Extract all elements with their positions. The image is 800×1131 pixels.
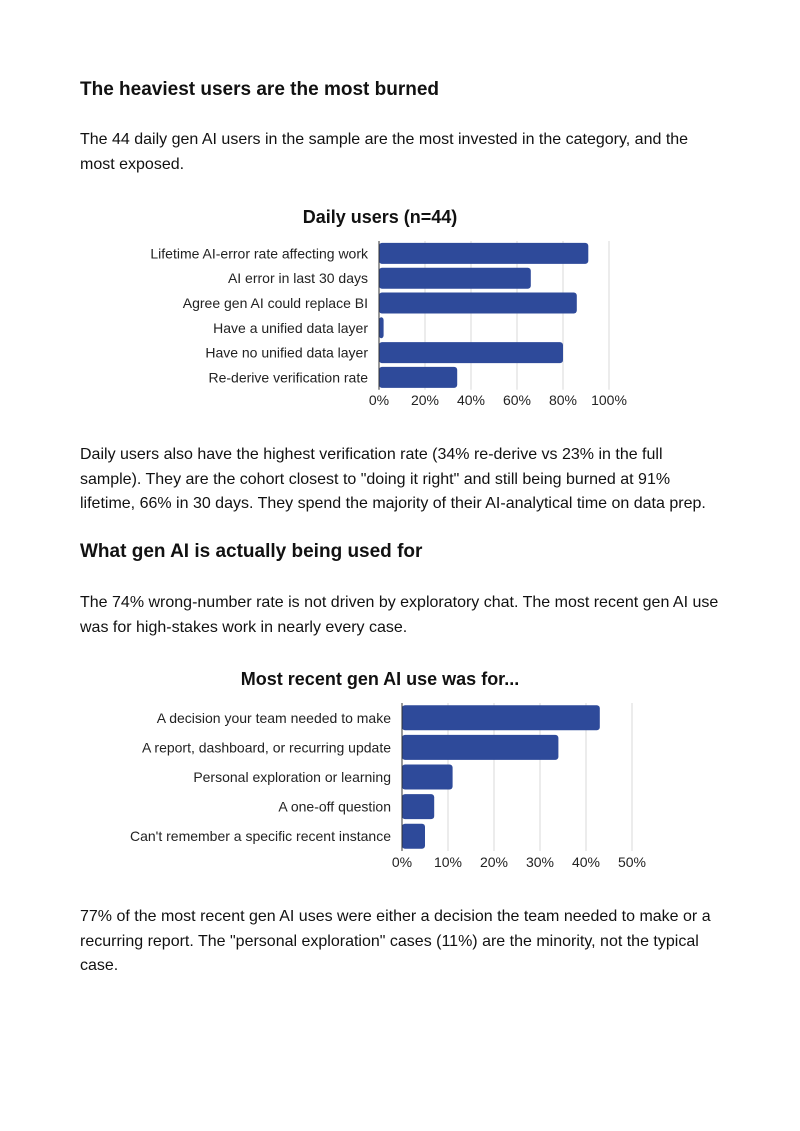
bar (379, 267, 531, 289)
section-intro-paragraph: The 44 daily gen AI users in the sample … (80, 131, 689, 173)
category-label: Agree gen AI could replace BI (183, 295, 368, 311)
x-tick-label: 20% (411, 392, 439, 408)
category-label: A decision your team needed to make (157, 710, 391, 726)
x-tick-label: 0% (392, 854, 412, 870)
x-tick-label: 0% (369, 392, 389, 408)
section-heading-heaviest-users: The heaviest users are the most burned (80, 79, 440, 100)
daily-users-paragraph: Daily users also have the highest verifi… (80, 446, 706, 512)
category-label: Have a unified data layer (213, 320, 368, 336)
bar (402, 823, 425, 849)
bar (379, 292, 577, 314)
bar (402, 764, 453, 790)
x-tick-label: 10% (434, 854, 462, 870)
x-tick-label: 50% (618, 854, 646, 870)
bar (402, 705, 600, 731)
bar (379, 366, 458, 388)
chart-recent-use: Most recent gen AI use was for... A decis… (0, 658, 800, 883)
category-label: Lifetime AI-error rate affecting work (150, 245, 369, 261)
x-tick-label: 100% (591, 392, 627, 408)
x-tick-label: 60% (503, 392, 531, 408)
x-tick-label: 30% (526, 854, 554, 870)
bar (402, 734, 559, 760)
category-label: Re-derive verification rate (208, 369, 368, 385)
x-tick-label: 40% (457, 392, 485, 408)
chart-recent-use-svg: Most recent gen AI use was for... A decis… (130, 669, 646, 870)
x-tick-label: 20% (480, 854, 508, 870)
chart-title: Daily users (n=44) (303, 207, 458, 227)
chart-daily-users: Daily users (n=44) Lifetime AI-error rate… (0, 196, 800, 421)
bar (379, 342, 563, 364)
category-label: Personal exploration or learning (193, 769, 391, 785)
section-heading-gen-ai-use: What gen AI is actually being used for (80, 541, 423, 562)
bar (379, 317, 384, 339)
category-label: A report, dashboard, or recurring update (142, 739, 391, 755)
x-tick-label: 80% (549, 392, 577, 408)
category-label: A one-off question (278, 799, 391, 815)
chart-title: Most recent gen AI use was for... (241, 669, 519, 689)
chart-daily-users-svg: Daily users (n=44) Lifetime AI-error rate… (150, 207, 627, 408)
category-label: Have no unified data layer (205, 345, 368, 361)
gen-ai-use-intro-paragraph: The 74% wrong-number rate is not driven … (80, 594, 719, 636)
recent-use-summary-paragraph: 77% of the most recent gen AI uses were … (80, 908, 711, 974)
bar (379, 242, 589, 264)
bar (402, 794, 435, 820)
category-label: AI error in last 30 days (228, 270, 368, 286)
category-label: Can't remember a specific recent instanc… (130, 828, 391, 844)
x-tick-label: 40% (572, 854, 600, 870)
